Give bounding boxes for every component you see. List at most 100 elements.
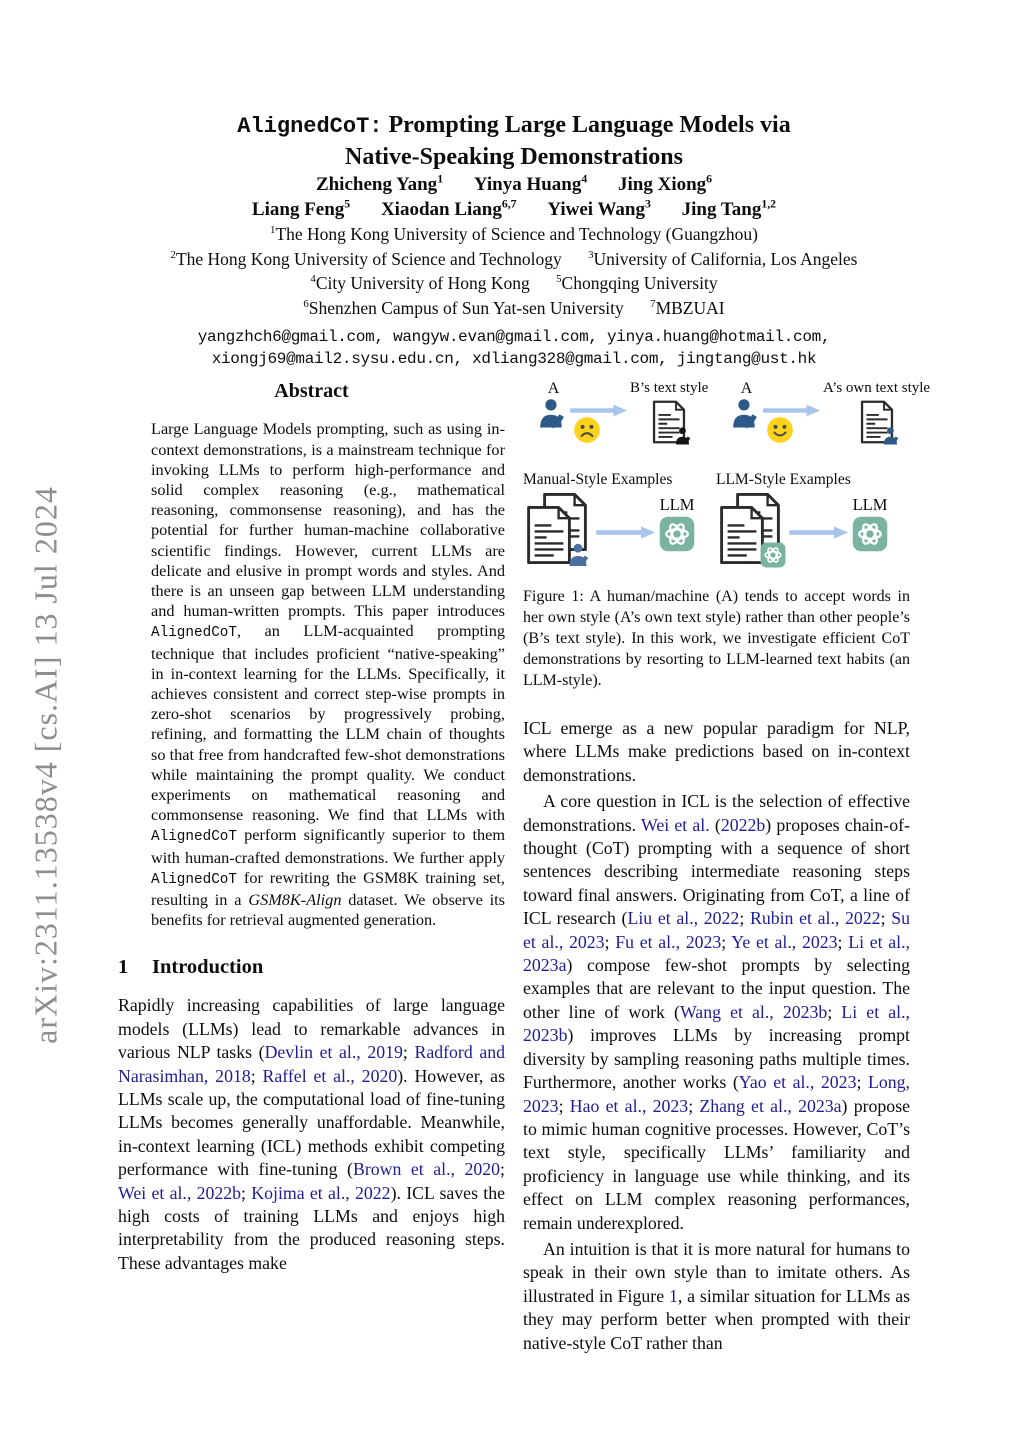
- citation-link[interactable]: 1: [668, 1285, 678, 1306]
- text-segment: , a similar situation for LLMs as they m…: [523, 1285, 911, 1353]
- email-block: yangzhch6@gmail.com, wangyw.evan@gmail.c…: [118, 326, 910, 370]
- citation-link[interactable]: Liu et al., 2022: [627, 908, 740, 929]
- figure-right-half: A: [716, 380, 930, 572]
- person-icon: [733, 399, 757, 429]
- target-doc-A: A’s own text style: [823, 380, 931, 445]
- body-paragraph: A core question in ICL is the selection …: [523, 790, 910, 1235]
- affiliation: 6Shenzhen Campus of Sun Yat-sen Universi…: [303, 297, 624, 318]
- examples-label: Manual-Style Examples: [523, 471, 673, 488]
- text-segment: ). ICL saves the high costs of training …: [118, 1182, 505, 1273]
- paper-title-line2: Native-Speaking Demonstrations: [344, 144, 683, 170]
- actor-label: A: [547, 380, 560, 397]
- citation-link[interactable]: Li et al., 2023a: [523, 931, 910, 976]
- inline-code: AlignedCoT: [151, 829, 237, 846]
- text-segment: ;: [837, 931, 849, 952]
- affiliation: 3University of California, Los Angeles: [588, 248, 858, 269]
- abstract-paragraph: Large Language Models prompting, such as…: [151, 419, 505, 930]
- affiliation: 5Chongqing University: [556, 273, 718, 293]
- llm-label: LLM: [659, 495, 695, 514]
- email-line: xiongj69@mail2.sysu.edu.cn, xdliang328@g…: [211, 350, 817, 368]
- paper-title-serif-part: Prompting Large Language Models via: [382, 112, 791, 138]
- text-segment: ;: [688, 1095, 700, 1116]
- paper-page: AlignedCoT: Prompting Large Language Mod…: [118, 110, 930, 1355]
- citation-link[interactable]: Zhang et al., 2023a: [699, 1095, 842, 1116]
- actor-A: A: [537, 380, 570, 430]
- author: Yiwei Wang3: [547, 197, 651, 220]
- style-transfer-link: [763, 403, 821, 459]
- citation-link[interactable]: Devlin et al., 2019: [264, 1042, 403, 1063]
- citation-link[interactable]: Brown et al., 2020: [352, 1159, 501, 1180]
- inline-code: AlignedCoT: [151, 625, 237, 642]
- citation-link[interactable]: Kojima et al., 2022: [251, 1182, 391, 1203]
- person-icon: [883, 427, 898, 445]
- citation-link[interactable]: 2022b: [720, 814, 766, 835]
- affiliation: 4City University of Hong Kong: [310, 273, 530, 293]
- figure-1-caption: Figure 1: A human/machine (A) tends to a…: [523, 588, 910, 689]
- figure-left-half: A: [523, 380, 716, 572]
- citation-link[interactable]: Wang et al., 2023b: [679, 1001, 828, 1022]
- llm-block: LLM: [659, 496, 695, 552]
- openai-logo-icon: [760, 542, 786, 568]
- arrow-icon: [570, 404, 628, 417]
- section-number: 1: [118, 956, 129, 979]
- citation-link[interactable]: Rubin et al., 2022: [749, 908, 881, 929]
- document-icon: [653, 400, 686, 444]
- section-heading-introduction: 1 Introduction: [118, 956, 505, 979]
- affiliation: 7MBZUAI: [650, 297, 725, 318]
- right-column: A: [523, 376, 930, 1355]
- citation-link[interactable]: Yao et al., 2023: [738, 1072, 857, 1093]
- author: Yinya Huang4: [473, 172, 588, 195]
- paper-title-line1: AlignedCoT: Prompting Large Language Mod…: [118, 110, 910, 142]
- style-transfer-link: [570, 403, 628, 459]
- text-segment: ;: [241, 1182, 252, 1203]
- text-segment: Large Language Models prompting, such as…: [151, 419, 505, 621]
- text-segment: ) proposes chain-of-thought (CoT) prompt…: [523, 814, 910, 929]
- text-segment: ICL emerge as a new popular paradigm for…: [523, 718, 910, 785]
- citation-link[interactable]: Long, 2023: [523, 1072, 910, 1116]
- text-segment: ) compose few-shot prompts by selecting …: [523, 955, 910, 1022]
- citation-link[interactable]: Ye et al., 2023: [731, 931, 838, 952]
- emphasis-text: GSM8K-Align: [248, 889, 342, 909]
- inline-code: AlignedCoT: [151, 871, 237, 888]
- figure-rowA-right: A: [716, 380, 930, 459]
- target-label: A’s own text style: [823, 380, 931, 396]
- body-paragraph: An intuition is that it is more natural …: [523, 1238, 910, 1355]
- affiliation: 2The Hong Kong University of Science and…: [170, 248, 562, 269]
- text-segment: perform significantly superior to them w…: [151, 825, 505, 867]
- figure-rowA-left: A: [523, 380, 716, 459]
- citation-link[interactable]: Su et al., 2023: [523, 908, 910, 952]
- llm-block: LLM: [852, 496, 888, 552]
- person-icon: [540, 399, 564, 429]
- citation-link[interactable]: Radford and Narasimhan, 2018: [118, 1042, 505, 1086]
- intro-paragraph-1: Rapidly increasing capabilities of large…: [118, 994, 505, 1275]
- figure-rowB-left: Manual-Style Examples: [523, 471, 716, 572]
- arxiv-watermark: arXiv:2311.13538v4 [cs.AI] 13 Jul 2024: [27, 486, 64, 1044]
- author: Jing Xiong6: [618, 172, 713, 195]
- examples-label: LLM-Style Examples: [716, 471, 851, 488]
- citation-link[interactable]: Li et al., 2023b: [523, 1001, 910, 1046]
- text-segment: , an LLM-acquainted prompting technique …: [151, 621, 505, 825]
- author-row-1: Zhicheng Yang1 Yinya Huang4 Jing Xiong6: [118, 172, 910, 197]
- citation-link[interactable]: Hao et al., 2023: [569, 1095, 689, 1116]
- document-stack-icon: [716, 492, 786, 572]
- llm-label: LLM: [852, 495, 888, 514]
- figure-rowB-right: LLM-Style Examples: [716, 471, 909, 572]
- text-segment: ;: [250, 1065, 263, 1086]
- target-label: B’s text style: [630, 380, 709, 396]
- citation-link[interactable]: Wei et al., 2022b: [118, 1182, 242, 1203]
- citation-link[interactable]: Wei et al.: [640, 814, 710, 835]
- email-line: yangzhch6@gmail.com, wangyw.evan@gmail.c…: [197, 328, 831, 346]
- section-title: Introduction: [152, 956, 264, 979]
- document-stack-icon: [523, 492, 593, 572]
- citation-link[interactable]: Fu et al., 2023: [615, 931, 722, 952]
- document-icon: [527, 505, 571, 565]
- affiliation-row: 2The Hong Kong University of Science and…: [118, 247, 910, 272]
- body-paragraph: ICL emerge as a new popular paradigm for…: [523, 717, 910, 787]
- arrow-icon: [763, 404, 821, 417]
- text-segment: A core question in ICL is the selection …: [523, 791, 910, 835]
- actor-label: A: [740, 380, 753, 397]
- document-icon: [720, 505, 764, 565]
- openai-logo-icon: [852, 516, 888, 552]
- citation-link[interactable]: Raffel et al., 2020: [262, 1065, 398, 1086]
- text-segment: ;: [402, 1042, 415, 1063]
